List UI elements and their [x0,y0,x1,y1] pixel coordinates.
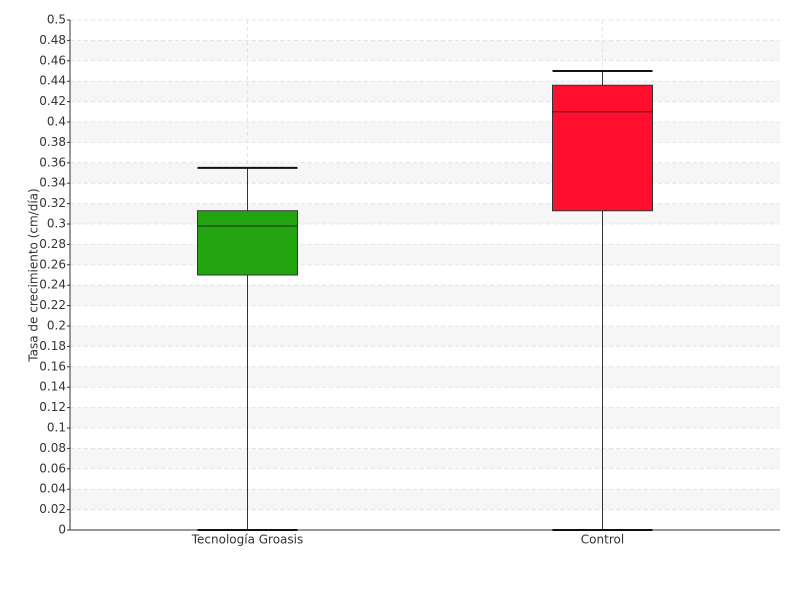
band [70,203,780,224]
y-tick-label: 0.5 [47,13,66,27]
y-tick-label: 0.06 [39,461,66,475]
y-tick-label: 0.04 [39,482,66,496]
x-tick-label: Tecnología Groasis [191,533,304,547]
y-tick-label: 0.42 [39,94,66,108]
box [197,210,298,276]
y-tick-label: 0.3 [47,217,66,231]
band [70,285,780,306]
y-tick-label: 0.12 [39,400,66,414]
y-tick-label: 0.36 [39,155,66,169]
y-tick-label: 0.26 [39,257,66,271]
y-tick-label: 0.14 [39,380,66,394]
band [70,40,780,61]
y-tick-label: 0.2 [47,319,66,333]
y-tick-label: 0.28 [39,237,66,251]
y-tick-label: 0.48 [39,33,66,47]
band [70,81,780,102]
y-tick-label: 0.02 [39,502,66,516]
y-tick-label: 0.08 [39,441,66,455]
y-tick-label: 0.22 [39,298,66,312]
band [70,244,780,265]
band [70,162,780,184]
band [70,366,780,388]
band [70,326,780,347]
band [70,407,780,428]
y-tick-label: 0.44 [39,74,66,88]
y-tick-label: 0 [58,523,66,537]
y-tick-label: 0.38 [39,135,66,149]
y-axis-label: Tasa de crecimiento (cm/día) [27,188,41,362]
box [552,84,653,212]
y-tick-label: 0.4 [47,115,66,129]
y-tick-label: 0.18 [39,339,66,353]
band [70,122,780,143]
y-tick-label: 0.16 [39,359,66,373]
y-tick-label: 0.32 [39,196,66,210]
y-tick-label: 0.1 [47,421,66,435]
x-tick-label: Control [581,533,624,547]
y-tick-label: 0.34 [39,176,66,190]
band [70,489,780,510]
band [70,448,780,469]
y-tick-label: 0.24 [39,278,66,292]
y-tick-label: 0.46 [39,53,66,67]
